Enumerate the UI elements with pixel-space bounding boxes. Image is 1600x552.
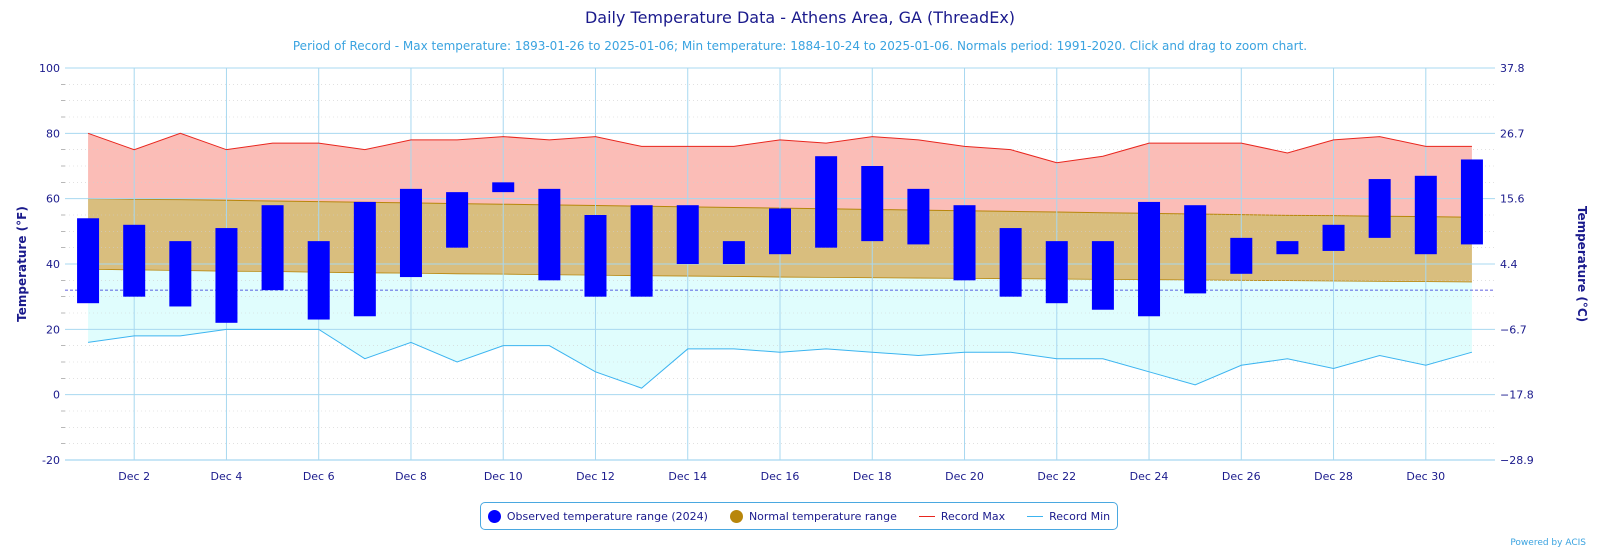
y-tick-label-left: 100 bbox=[39, 62, 60, 75]
observed-range-bar bbox=[769, 208, 791, 255]
y-tick-label-left: 0 bbox=[53, 389, 60, 402]
legend-item-record-max[interactable]: Record Max bbox=[918, 509, 1006, 523]
x-tick-label: Dec 2 bbox=[118, 470, 150, 483]
observed-range-bar bbox=[123, 224, 146, 297]
observed-range-bar bbox=[1184, 205, 1207, 294]
y-tick-label-right: 26.7 bbox=[1500, 127, 1525, 140]
y-tick-label-left: -20 bbox=[42, 454, 60, 467]
observed-range-bar bbox=[1368, 179, 1391, 238]
observed-range-bar bbox=[815, 156, 838, 248]
x-tick-label: Dec 30 bbox=[1406, 470, 1445, 483]
y-tick-label-left: 20 bbox=[46, 323, 60, 336]
observed-range-bar bbox=[630, 205, 653, 297]
observed-range-bar bbox=[1276, 241, 1299, 255]
legend-item-normal[interactable]: Normal temperature range bbox=[729, 509, 897, 523]
y-tick-label-right: −6.7 bbox=[1500, 323, 1527, 336]
y-axis-label-right: Temperature (°C) bbox=[1575, 206, 1589, 322]
observed-range-bar bbox=[353, 201, 376, 317]
legend-item-observed[interactable]: Observed temperature range (2024) bbox=[487, 509, 708, 523]
record-min-line bbox=[87, 328, 1473, 389]
y-tick-label-left: 60 bbox=[46, 193, 60, 206]
y-tick-label-right: 15.6 bbox=[1500, 193, 1525, 206]
legend-label-record-min: Record Min bbox=[1049, 509, 1111, 523]
x-tick-label: Dec 18 bbox=[853, 470, 892, 483]
observed-range-bar bbox=[399, 188, 422, 278]
observed-range-bar bbox=[1460, 159, 1483, 245]
observed-range-bar bbox=[77, 218, 100, 304]
observed-range-bar bbox=[861, 166, 884, 242]
legend-label-observed: Observed temperature range (2024) bbox=[506, 509, 708, 523]
y-tick-label-right: 4.4 bbox=[1500, 258, 1518, 271]
x-tick-label: Dec 16 bbox=[761, 470, 800, 483]
observed-range-bar bbox=[584, 215, 607, 297]
observed-range-bar bbox=[215, 228, 238, 323]
observed-range-bar bbox=[1414, 175, 1437, 255]
observed-range-bar bbox=[446, 192, 469, 248]
observed-range-bar bbox=[261, 205, 284, 291]
observed-range-bar bbox=[1138, 201, 1161, 317]
x-tick-label: Dec 4 bbox=[211, 470, 243, 483]
observed-range-bar bbox=[1322, 224, 1345, 251]
x-tick-label: Dec 24 bbox=[1130, 470, 1169, 483]
acis-credit-link[interactable]: Powered by ACIS bbox=[1510, 538, 1586, 548]
legend-label-normal: Normal temperature range bbox=[748, 509, 897, 523]
y-tick-label-right: −17.8 bbox=[1500, 389, 1534, 402]
observed-range-bar bbox=[999, 228, 1022, 297]
chart-title: Daily Temperature Data - Athens Area, GA… bbox=[584, 8, 1016, 27]
x-tick-label: Dec 20 bbox=[945, 470, 984, 483]
observed-range-bar bbox=[1091, 241, 1114, 310]
observed-range-bar bbox=[307, 241, 330, 320]
x-tick-label: Dec 14 bbox=[668, 470, 707, 483]
y-tick-label-right: −28.9 bbox=[1500, 454, 1534, 467]
y-axis-label-left: Temperature (°F) bbox=[15, 206, 29, 322]
observed-range-bar bbox=[492, 182, 515, 193]
chart-legend: Observed temperature range (2024) Normal… bbox=[480, 502, 1118, 530]
x-tick-label: Dec 22 bbox=[1037, 470, 1076, 483]
observed-range-bar bbox=[953, 205, 976, 281]
record-max-line-icon bbox=[918, 515, 935, 517]
legend-item-record-min[interactable]: Record Min bbox=[1027, 510, 1110, 523]
record-min-line-icon bbox=[1027, 515, 1044, 517]
observed-range-bar bbox=[1045, 241, 1068, 304]
x-tick-label: Dec 28 bbox=[1314, 470, 1353, 483]
chart-subtitle: Period of Record - Max temperature: 1893… bbox=[292, 39, 1308, 53]
observed-range-bar bbox=[1230, 237, 1253, 274]
x-tick-label: Dec 6 bbox=[303, 470, 335, 483]
observed-range-bar bbox=[722, 241, 745, 264]
y-tick-label-left: 40 bbox=[46, 258, 60, 271]
x-tick-label: Dec 10 bbox=[484, 470, 523, 483]
y-tick-label-left: 80 bbox=[46, 127, 60, 140]
observed-range-bar bbox=[169, 241, 192, 307]
x-tick-label: Dec 12 bbox=[576, 470, 615, 483]
x-tick-label: Dec 26 bbox=[1222, 470, 1261, 483]
legend-label-record-max: Record Max bbox=[940, 509, 1006, 523]
observed-range-bar bbox=[907, 188, 930, 245]
observed-dot-icon bbox=[487, 509, 501, 523]
normal-dot-icon bbox=[729, 509, 743, 523]
x-tick-label: Dec 8 bbox=[395, 470, 427, 483]
observed-range-bar bbox=[676, 205, 699, 264]
record-max-line bbox=[87, 132, 1472, 164]
y-tick-label-right: 37.8 bbox=[1500, 62, 1525, 75]
observed-range-bar bbox=[538, 188, 561, 281]
